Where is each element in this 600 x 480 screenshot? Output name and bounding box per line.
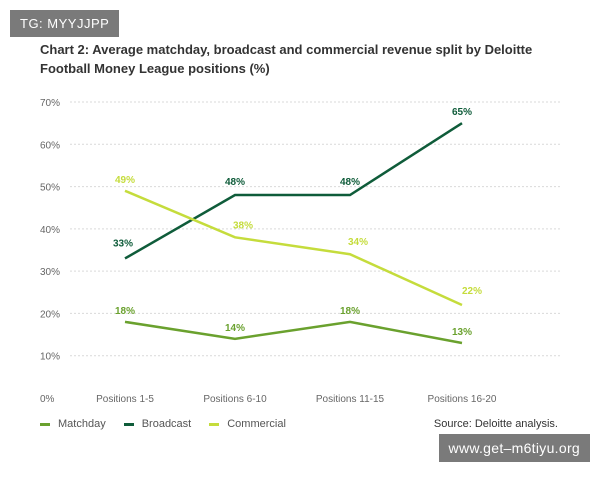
- watermark: www.get–m6tiyu.org: [438, 434, 590, 462]
- data-label: 49%: [115, 175, 135, 186]
- legend-label-commercial: Commercial: [227, 418, 286, 430]
- series-line-matchday: [124, 320, 463, 345]
- data-label: 13%: [452, 327, 472, 338]
- y-tick-label: 40%: [40, 225, 60, 236]
- x-tick-label: Positions 16-20: [428, 394, 497, 405]
- data-label: 48%: [340, 177, 360, 188]
- series-line-broadcast: [124, 122, 463, 260]
- data-label: 18%: [115, 306, 135, 317]
- x-tick-label: Positions 1-5: [96, 394, 154, 405]
- series-line-commercial: [124, 189, 463, 307]
- x-tick-label: Positions 6-10: [203, 394, 267, 405]
- source-tag: TG: MYYJJPP: [10, 10, 120, 37]
- data-label: 34%: [348, 237, 368, 248]
- data-label: 38%: [233, 220, 253, 231]
- legend-swatch-commercial: [209, 422, 220, 426]
- data-label: 22%: [462, 286, 482, 297]
- y-tick-label: 70%: [40, 98, 60, 109]
- y-tick-label: 30%: [40, 267, 60, 278]
- y-tick-label: 50%: [40, 183, 60, 194]
- legend-swatch-matchday: [40, 422, 50, 426]
- chart-legend: Matchday Broadcast Commercial: [40, 418, 304, 430]
- x-tick-label: Positions 11-15: [316, 394, 385, 405]
- legend-label-matchday: Matchday: [58, 418, 106, 430]
- legend-label-broadcast: Broadcast: [141, 418, 192, 430]
- legend-item-matchday: Matchday: [40, 418, 106, 430]
- data-label: 14%: [225, 323, 245, 334]
- data-label: 33%: [113, 238, 133, 249]
- data-label: 18%: [340, 306, 360, 317]
- y-tick-label: 10%: [40, 352, 60, 363]
- data-label: 65%: [452, 107, 472, 118]
- y-tick-label: 20%: [40, 309, 60, 320]
- legend-item-broadcast: Broadcast: [123, 418, 192, 430]
- data-label: 48%: [225, 177, 245, 188]
- y-tick-label: 60%: [40, 140, 60, 151]
- legend-item-commercial: Commercial: [209, 418, 286, 430]
- y-tick-label: 0%: [40, 394, 55, 405]
- legend-swatch-broadcast: [123, 422, 134, 426]
- chart-title: Chart 2: Average matchday, broadcast and…: [40, 42, 533, 76]
- source-note: Source: Deloitte analysis.: [433, 418, 558, 430]
